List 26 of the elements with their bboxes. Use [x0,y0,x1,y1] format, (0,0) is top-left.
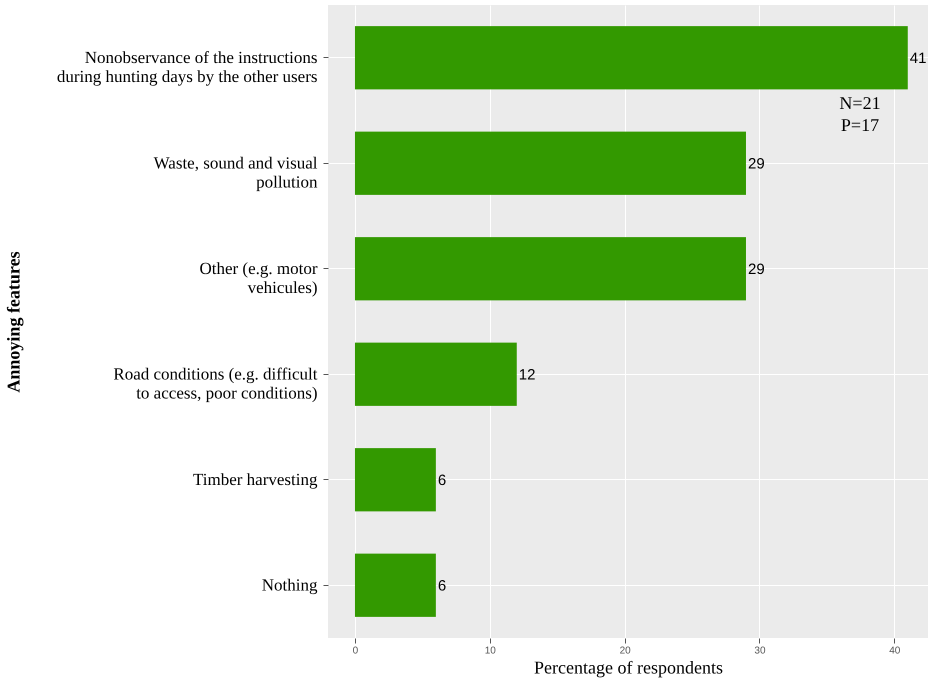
bar [354,26,908,90]
data-label: 29 [748,155,765,172]
y-tick-label: Waste, sound and visual pollution [154,153,318,192]
x-tick-label: 40 [889,646,901,656]
y-tick-label: Nothing [262,575,318,594]
data-label: 12 [518,366,536,384]
data-label: 6 [438,472,446,489]
y-tick-label: Road conditions (e.g. difficult to access, poor conditions) [113,364,318,402]
bar [354,554,436,617]
y-axis-title: Annoying features [4,251,24,393]
x-tick-label: 30 [754,646,766,656]
x-tick-label: 20 [620,646,632,656]
y-tick-label: Nonobservance of the instructions during hunting days by the other users [56,48,318,86]
bar [354,237,746,300]
y-tick-label: Timber harvesting [192,470,318,489]
y-tick-label: Other (e.g. motor vehicules) [199,258,318,297]
x-tick-label: 10 [484,646,496,656]
bar [354,448,436,512]
annotation: N=21 P=17 [839,93,881,135]
x-tick-label: 0 [352,646,359,656]
bar [354,342,517,406]
data-label: 41 [910,50,926,67]
x-axis-title: Percentage of respondents [534,658,723,678]
data-label: 29 [748,260,765,278]
data-label: 6 [438,577,446,594]
bar [354,132,746,195]
